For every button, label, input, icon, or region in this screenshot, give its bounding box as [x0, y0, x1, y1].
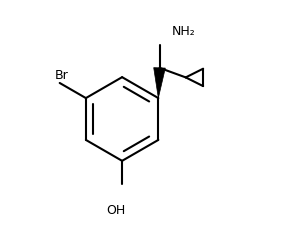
- Polygon shape: [154, 68, 165, 98]
- Text: OH: OH: [107, 204, 126, 217]
- Text: Br: Br: [55, 69, 68, 83]
- Text: NH₂: NH₂: [172, 25, 196, 38]
